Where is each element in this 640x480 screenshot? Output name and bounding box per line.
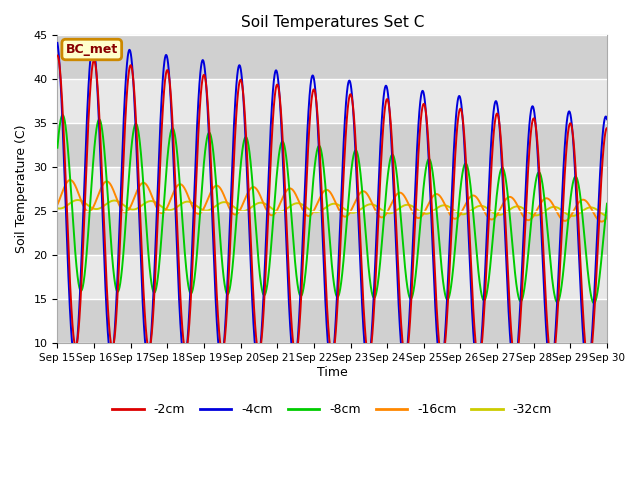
Text: BC_met: BC_met	[66, 43, 118, 56]
Bar	[58, 79, 607, 123]
Bar	[58, 299, 607, 343]
X-axis label: Time: Time	[317, 365, 348, 379]
Bar	[58, 36, 607, 79]
Y-axis label: Soil Temperature (C): Soil Temperature (C)	[15, 125, 28, 253]
Legend: -2cm, -4cm, -8cm, -16cm, -32cm: -2cm, -4cm, -8cm, -16cm, -32cm	[108, 398, 557, 421]
Bar	[58, 255, 607, 299]
Bar	[58, 167, 607, 211]
Title: Soil Temperatures Set C: Soil Temperatures Set C	[241, 15, 424, 30]
Bar	[58, 211, 607, 255]
Bar	[58, 123, 607, 167]
